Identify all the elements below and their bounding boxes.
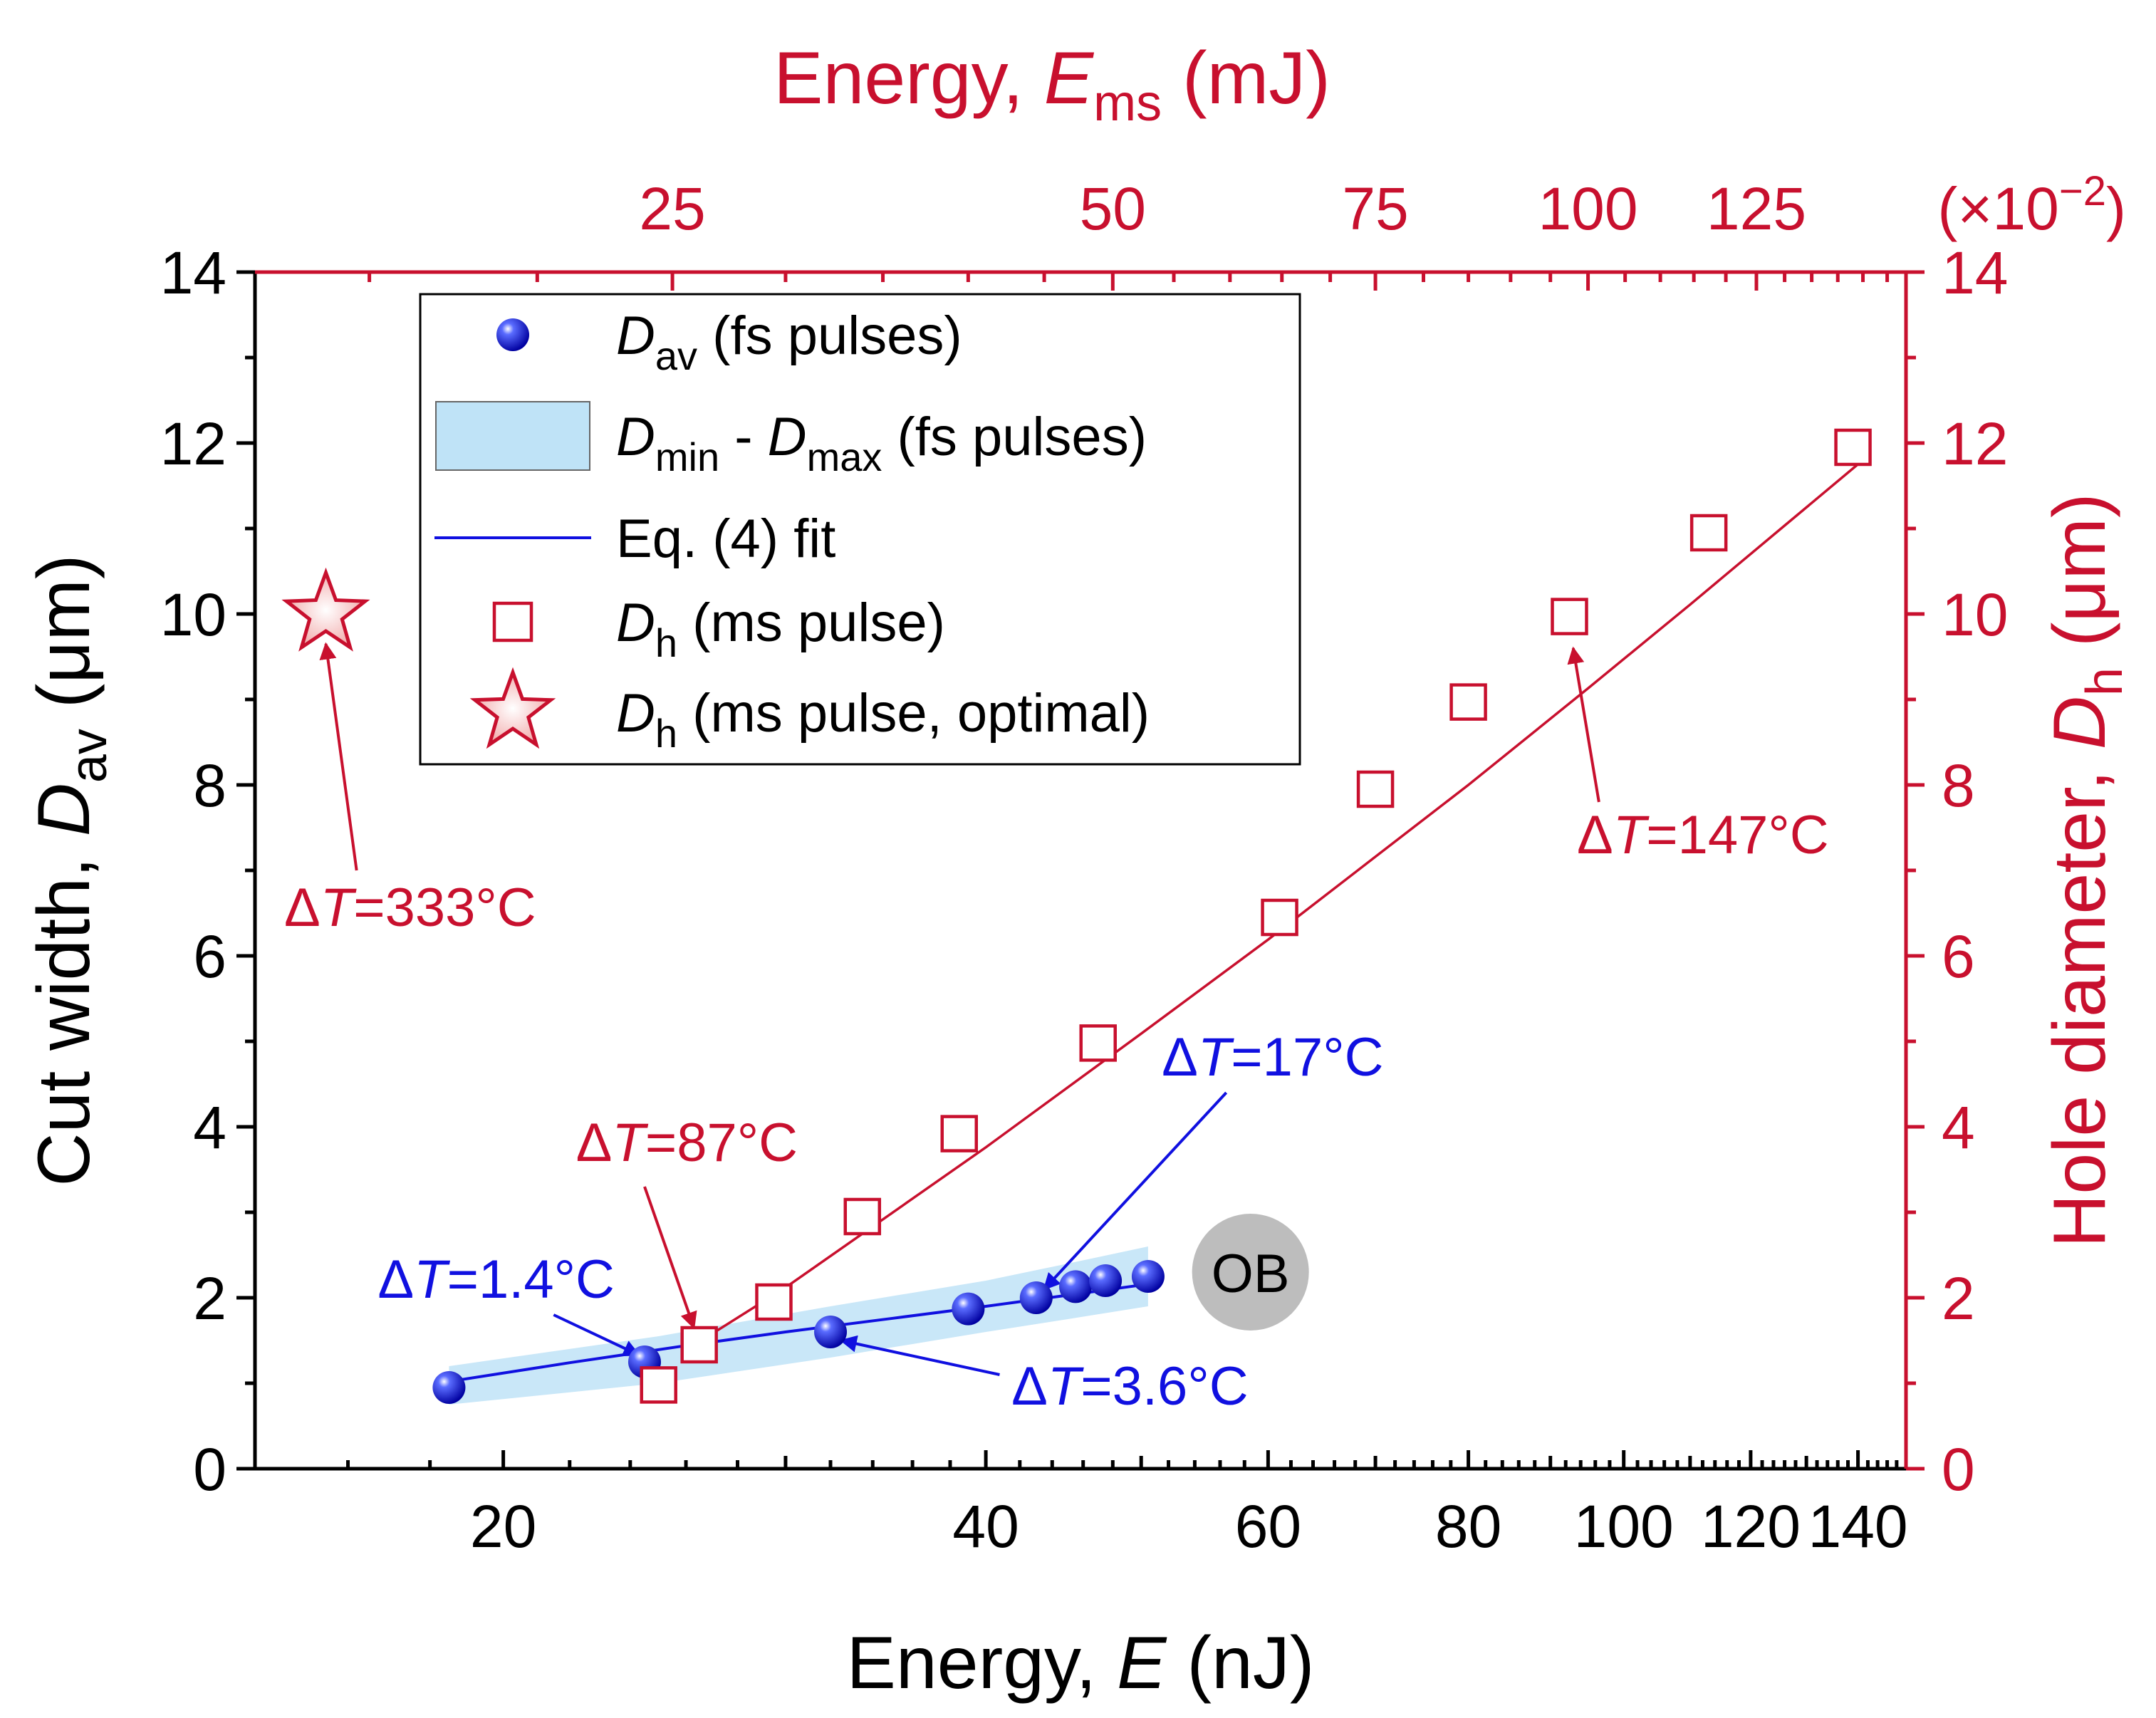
- top-tick-label: 25: [639, 175, 705, 242]
- bottom-tick-label: 140: [1808, 1493, 1907, 1560]
- legend-band-swatch: [435, 401, 590, 471]
- dh-square: [1449, 683, 1487, 721]
- dav-point: [1131, 1260, 1165, 1293]
- legend-star-swatch: [469, 667, 556, 749]
- dh-optimal-star: [281, 567, 370, 652]
- left-tick-label: 0: [193, 1436, 226, 1503]
- dav-point: [1019, 1281, 1053, 1314]
- left-tick-label: 6: [193, 923, 226, 990]
- annotation-dt333: ΔT=333°C: [284, 878, 536, 938]
- bottom-tick-label: 80: [1435, 1493, 1501, 1560]
- right-tick-label: 14: [1942, 239, 2008, 306]
- legend-label-1: Dav (fs pulses): [616, 306, 962, 378]
- dh-square: [940, 1115, 978, 1152]
- annotation-arrow-dt14: [553, 1313, 641, 1357]
- left-tick-label: 8: [193, 752, 226, 819]
- left-axis-title: Cut width, Dav (μm): [23, 554, 118, 1186]
- annotation-arrow-dt333: [319, 642, 358, 871]
- bottom-tick-label: 60: [1235, 1493, 1301, 1560]
- bottom-axis-title: Energy, E (nJ): [847, 1622, 1315, 1704]
- dav-point: [1089, 1264, 1123, 1297]
- left-tick-label: 10: [160, 581, 226, 648]
- dh-square: [1261, 898, 1298, 937]
- bottom-tick-label: 20: [470, 1493, 536, 1560]
- right-tick-label: 6: [1942, 923, 1975, 990]
- annotation-arrow-dt87: [643, 1186, 697, 1330]
- bottom-tick-label: 120: [1701, 1493, 1801, 1560]
- right-tick-label: 10: [1942, 581, 2008, 648]
- left-tick-label: 12: [160, 410, 226, 477]
- left-tick-label: 4: [193, 1094, 226, 1161]
- dh-square: [1834, 428, 1872, 467]
- right-tick-label: 4: [1942, 1094, 1975, 1161]
- top-tick-label: 75: [1342, 175, 1408, 242]
- dh-square: [1079, 1024, 1117, 1062]
- bottom-tick-label: 40: [952, 1493, 1019, 1560]
- legend-ball-swatch: [496, 318, 529, 351]
- dav-point: [952, 1292, 985, 1326]
- legend-box: [419, 293, 1301, 766]
- right-tick-label: 2: [1942, 1265, 1975, 1332]
- ms-fit-line: [711, 459, 1864, 1335]
- dh-square: [755, 1283, 793, 1321]
- legend: Dav (fs pulses) Dmin - Dmax (fs pulses) Eq…: [419, 293, 1301, 766]
- left-tick-label: 2: [193, 1265, 226, 1332]
- dh-square: [1689, 514, 1728, 552]
- right-tick-label: 12: [1942, 410, 2008, 477]
- dh-square: [1356, 770, 1395, 808]
- bottom-tick-label: 100: [1574, 1493, 1674, 1560]
- top-tick-label: 100: [1538, 175, 1637, 242]
- band-layer: [449, 1246, 1148, 1405]
- annotation-dt87: ΔT=87°C: [576, 1113, 798, 1173]
- top-axis-multiplier: (×10−2): [1937, 168, 2126, 242]
- left-tick-label: 14: [160, 239, 226, 306]
- legend-label-5: Dh (ms pulse, optimal): [616, 683, 1150, 756]
- ob-badge-label: OB: [1212, 1244, 1290, 1304]
- dh-square: [843, 1197, 882, 1236]
- annotation-dt17: ΔT=17°C: [1162, 1027, 1383, 1088]
- legend-square-swatch: [492, 601, 533, 642]
- dmin-dmax-band: [449, 1246, 1148, 1405]
- dav-point: [432, 1371, 466, 1404]
- dav-point: [814, 1316, 848, 1348]
- legend-label-3: Eq. (4) fit: [616, 509, 835, 569]
- top-tick-label: 125: [1707, 175, 1806, 242]
- ob-badge: [1192, 1214, 1309, 1331]
- axis-titles: (×10−2) Energy, E (nJ) Energy, Ems (mJ) Cut…: [23, 37, 2133, 1704]
- annotation-arrow-dt147: [1567, 646, 1600, 803]
- dh-square: [680, 1326, 718, 1364]
- marker-layer: OB: [281, 428, 1872, 1404]
- dh-square: [640, 1366, 677, 1404]
- annotation-dt14: ΔT=1.4°C: [377, 1249, 615, 1310]
- annotation-layer: ΔT=333°C ΔT=147°C ΔT=87°C ΔT=1.4°C ΔT=3.6°C Δ…: [284, 642, 1829, 1417]
- annotation-arrow-dt36: [839, 1335, 1000, 1376]
- dav-point: [1059, 1270, 1093, 1303]
- right-tick-label: 0: [1942, 1436, 1975, 1503]
- top-axis-title: Energy, Ems (mJ): [774, 37, 1330, 132]
- annotation-arrow-dt17: [1043, 1091, 1228, 1291]
- right-tick-label: 8: [1942, 752, 1975, 819]
- right-axis-title: Hole diameter, Dh (μm): [2038, 493, 2133, 1247]
- top-tick-label: 50: [1080, 175, 1146, 242]
- dh-square: [1551, 598, 1588, 635]
- legend-label-2: Dmin - Dmax (fs pulses): [616, 407, 1147, 479]
- legend-label-4: Dh (ms pulse): [616, 593, 945, 665]
- annotation-dt36: ΔT=3.6°C: [1011, 1356, 1249, 1417]
- annotation-dt147: ΔT=147°C: [1577, 805, 1829, 865]
